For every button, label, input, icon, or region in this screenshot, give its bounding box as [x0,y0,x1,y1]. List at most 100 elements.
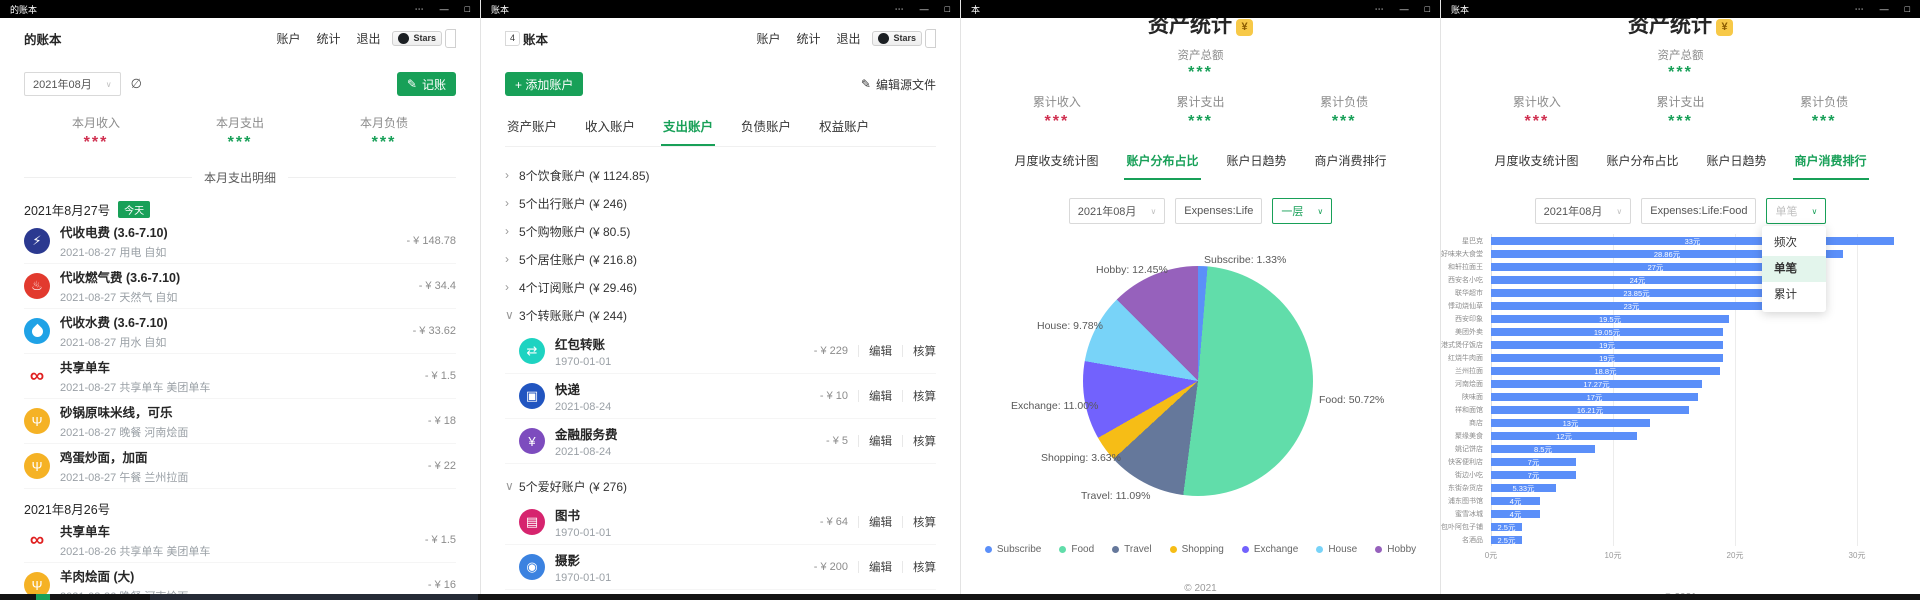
bar-fill[interactable]: 19.5元 [1491,314,1729,324]
window-titlebar[interactable]: 本 ⋯ — □ [961,0,1440,18]
bar-fill[interactable]: 16.21元 [1491,405,1689,415]
bar-fill[interactable]: 13元 [1491,418,1650,428]
account-tab[interactable]: 资产账户 [507,120,558,134]
edit-source-link[interactable]: ✎ 编辑源文件 [860,77,936,92]
mode-select[interactable]: 单笔 ∨ [1766,198,1827,224]
account-group-expanded[interactable]: ∨ 5个爱好账户 (¥ 276) [505,472,936,500]
account-filter-input[interactable]: Expenses:Life [1175,198,1263,224]
window-maximize-icon[interactable]: □ [464,3,470,14]
bar-fill[interactable]: 2.5元 [1491,522,1522,532]
transaction-row[interactable]: ∞ 共享单车 2021-08-27 共享单车 美团单车 - ¥ 1.5 [24,354,456,399]
account-row[interactable]: ◉ 摄影 1970-01-01 - ¥ 200 编辑 核算 [505,545,936,590]
edit-link[interactable]: 编辑 [869,436,892,448]
window-minimize-icon[interactable]: — [1879,3,1889,14]
window-maximize-icon[interactable]: □ [944,3,950,14]
bar-fill[interactable]: 19元 [1491,340,1723,350]
window-maximize-icon[interactable]: □ [1424,3,1430,14]
account-group-expanded[interactable]: ∨ 3个转账账户 (¥ 244) [505,301,936,329]
nav-link[interactable]: 账户 [276,31,301,46]
level-select[interactable]: 一层 ∨ [1272,198,1333,224]
audit-link[interactable]: 核算 [913,517,936,529]
stats-tab[interactable]: 账户日趋势 [1706,154,1767,168]
legend-item[interactable]: Travel [1112,544,1152,555]
window-menu-icon[interactable]: ⋯ [1854,3,1864,14]
window-minimize-icon[interactable]: — [919,3,929,14]
edit-link[interactable]: 编辑 [869,562,892,574]
bar-fill[interactable]: 33元 [1491,236,1894,246]
legend-item[interactable]: Hobby [1375,544,1416,555]
pie-chart[interactable] [1083,266,1313,496]
window-menu-icon[interactable]: ⋯ [1374,3,1384,14]
audit-link[interactable]: 核算 [913,391,936,403]
bar-fill[interactable]: 19元 [1491,353,1723,363]
edit-link[interactable]: 编辑 [869,346,892,358]
bar-fill[interactable]: 28.86元 [1491,249,1843,259]
window-maximize-icon[interactable]: □ [1904,3,1910,14]
window-minimize-icon[interactable]: — [1399,3,1409,14]
month-select[interactable]: 2021年08月 ∨ [1534,198,1632,224]
bar-fill[interactable]: 17元 [1491,392,1698,402]
window-minimize-icon[interactable]: — [439,3,449,14]
window-menu-icon[interactable]: ⋯ [894,3,904,14]
nav-link[interactable]: 账户 [756,31,781,46]
stats-tab[interactable]: 月度收支统计图 [1494,154,1579,168]
account-row[interactable]: ▣ 快递 2021-08-24 - ¥ 10 编辑 核算 [505,374,936,419]
window-titlebar[interactable]: 账本 ⋯ — □ [1441,0,1920,18]
stats-tab[interactable]: 商户消费排行 [1792,144,1869,180]
bar-fill[interactable]: 7元 [1491,457,1576,467]
transaction-row[interactable]: ♨ 代收燃气费 (3.6-7.10) 2021-08-27 天然气 自如 - ¥… [24,264,456,309]
transaction-row[interactable]: ∞ 共享单车 2021-08-26 共享单车 美团单车 - ¥ 1.5 [24,518,456,563]
legend-item[interactable]: Subscribe [984,544,1041,555]
bar-fill[interactable]: 2.5元 [1491,535,1522,545]
legend-item[interactable]: House [1316,544,1357,555]
dropdown-option[interactable]: 频次 [1774,237,1797,249]
bar-fill[interactable]: 27元 [1491,262,1820,272]
bar-fill[interactable]: 18.8元 [1491,366,1720,376]
github-stars-button[interactable]: Stars [872,30,922,46]
legend-item[interactable]: Exchange [1241,544,1298,555]
account-group[interactable]: › 5个购物账户 (¥ 80.5) [505,217,936,245]
nav-link[interactable]: 统计 [796,31,821,46]
legend-item[interactable]: Food [1059,544,1094,555]
taskbar-app-icon[interactable] [36,594,50,600]
window-titlebar[interactable]: 账本 ⋯ — □ [481,0,960,18]
bar-fill[interactable]: 7元 [1491,470,1576,480]
record-button[interactable]: ✎ 记账 [396,72,456,96]
account-group[interactable]: › 4个订阅账户 (¥ 29.46) [505,273,936,301]
account-group[interactable]: › 8个饮食账户 (¥ 1124.85) [505,161,936,189]
hide-amounts-icon[interactable]: ∅ [130,76,142,91]
taskbar[interactable] [0,594,1920,600]
legend-item[interactable]: Shopping [1169,544,1224,555]
stats-tab[interactable]: 商户消费排行 [1314,154,1387,168]
dropdown-option[interactable]: 累计 [1774,289,1797,301]
bar-fill[interactable]: 5.33元 [1491,483,1556,493]
account-row[interactable]: ▤ 图书 1970-01-01 - ¥ 64 编辑 核算 [505,500,936,545]
nav-link[interactable]: 退出 [356,31,381,46]
bar-fill[interactable]: 23元 [1491,301,1772,311]
bar-fill[interactable]: 19.05元 [1491,327,1723,337]
transaction-row[interactable]: Ψ 砂锅原味米线，可乐 2021-08-27 晚餐 河南烩面 - ¥ 18 [24,399,456,444]
github-stars-button[interactable]: Stars [392,30,442,46]
account-row[interactable]: ⇄ 红包转账 1970-01-01 - ¥ 229 编辑 核算 [505,329,936,374]
window-titlebar[interactable]: 的账本 ⋯ — □ [0,0,480,18]
transaction-row[interactable]: ⚡ 代收电费 (3.6-7.10) 2021-08-27 用电 自如 - ¥ 1… [24,219,456,264]
bar-fill[interactable]: 8.5元 [1491,444,1595,454]
account-tab[interactable]: 权益账户 [819,120,870,134]
bar-fill[interactable]: 4元 [1491,509,1540,519]
window-menu-icon[interactable]: ⋯ [414,3,424,14]
bar-fill[interactable]: 4元 [1491,496,1540,506]
nav-link[interactable]: 统计 [316,31,341,46]
stats-tab[interactable]: 账户分布占比 [1124,144,1201,180]
account-row[interactable]: ¥ 金融服务费 2021-08-24 - ¥ 5 编辑 核算 [505,419,936,464]
account-group[interactable]: › 5个居住账户 (¥ 216.8) [505,245,936,273]
edit-link[interactable]: 编辑 [869,391,892,403]
bar-fill[interactable]: 17.27元 [1491,379,1702,389]
account-filter-input[interactable]: Expenses:Life:Food [1641,198,1757,224]
stats-tab[interactable]: 月度收支统计图 [1014,154,1099,168]
add-account-button[interactable]: + 添加账户 [505,72,584,96]
account-tab[interactable]: 收入账户 [585,120,636,134]
bar-fill[interactable]: 12元 [1491,431,1637,441]
account-tab[interactable]: 负债账户 [741,120,792,134]
transaction-row[interactable]: 代收水费 (3.6-7.10) 2021-08-27 用水 自如 - ¥ 33.… [24,309,456,354]
month-select[interactable]: 2021年08月 ∨ [1068,198,1166,224]
